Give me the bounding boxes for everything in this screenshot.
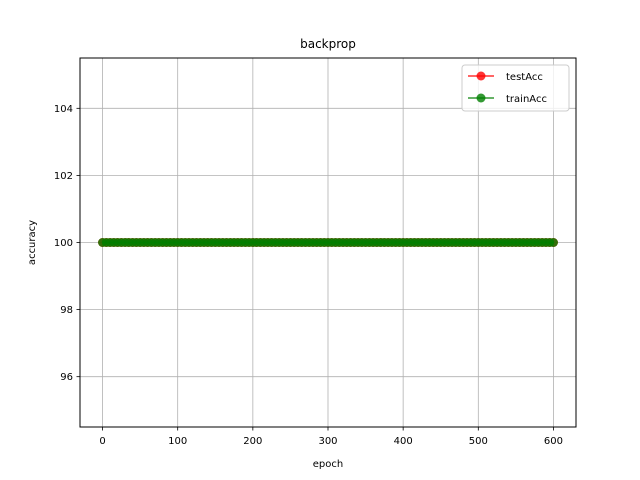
y-tick-label: 96: [60, 372, 73, 383]
x-tick-label: 0: [99, 436, 105, 447]
y-tick-label: 98: [60, 305, 73, 316]
legend: testAcc trainAcc: [461, 64, 570, 112]
y-tick-label: 102: [54, 171, 73, 182]
legend-marker-trainacc: [476, 93, 486, 103]
plot-data: [98, 238, 558, 247]
data-point-trainacc: [548, 238, 558, 247]
x-axis-label: epoch: [313, 459, 343, 470]
axis-ticks: 0 100 200 300 400 500 600 96 98 100 102 104: [54, 104, 563, 447]
x-tick-label: 200: [243, 436, 262, 447]
x-tick-label: 100: [168, 436, 187, 447]
legend-label-testacc: testAcc: [506, 72, 543, 83]
x-tick-label: 400: [394, 436, 413, 447]
series-trainacc: [98, 238, 558, 247]
x-tick-label: 600: [544, 436, 563, 447]
chart-title: backprop: [300, 37, 356, 51]
x-tick-label: 300: [318, 436, 337, 447]
x-tick-label: 500: [469, 436, 488, 447]
y-tick-label: 104: [54, 104, 73, 115]
y-tick-label: 100: [54, 238, 73, 249]
y-axis-label: accuracy: [27, 220, 38, 265]
legend-label-trainacc: trainAcc: [506, 94, 547, 105]
legend-marker-testacc: [476, 71, 486, 81]
